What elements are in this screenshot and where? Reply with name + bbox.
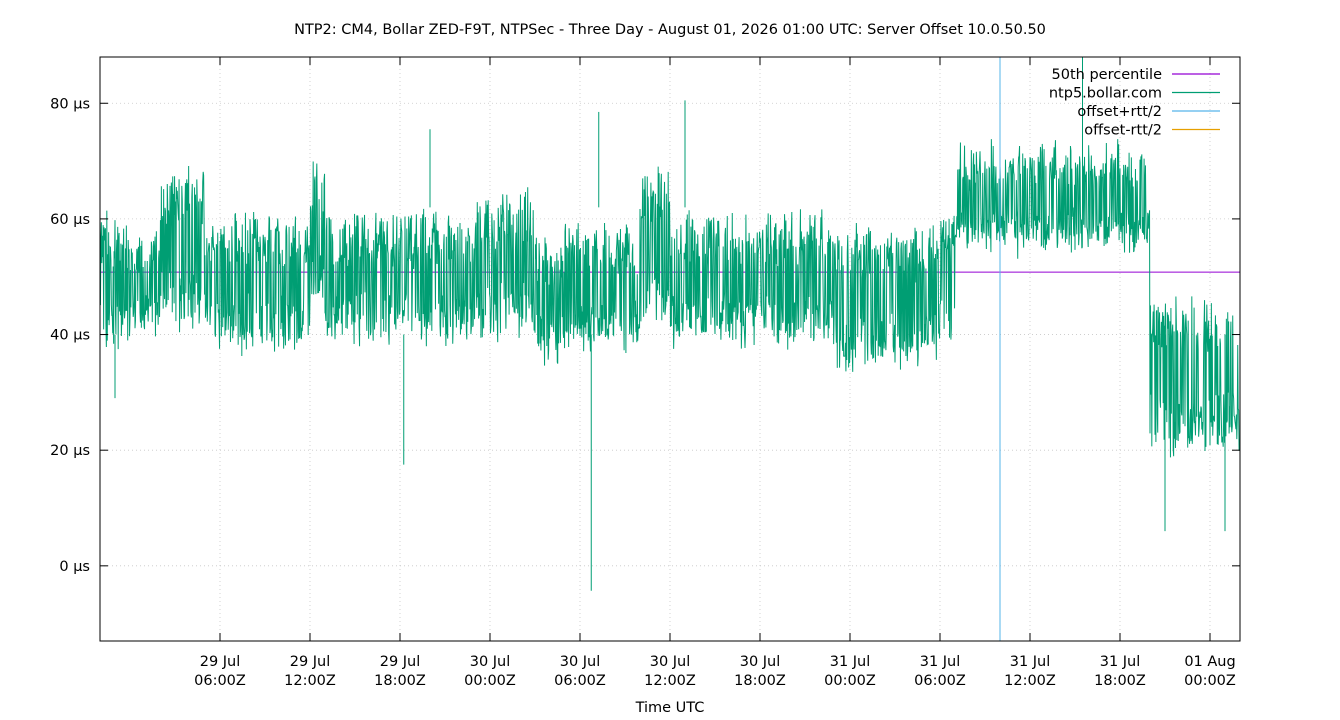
x-tick-label-time: 00:00Z xyxy=(824,673,876,689)
x-tick-label-date: 30 Jul xyxy=(650,654,691,670)
legend: 50th percentile ntp5.bollar.com offset+rtt… xyxy=(1049,67,1220,139)
x-tick-label-date: 31 Jul xyxy=(1100,654,1141,670)
x-tick-label-time: 06:00Z xyxy=(554,673,606,689)
x-tick-label-date: 30 Jul xyxy=(470,654,511,670)
series-ntp5-bollar-com xyxy=(99,139,1241,458)
x-tick-label-time: 06:00Z xyxy=(914,673,966,689)
x-tick-label-date: 30 Jul xyxy=(740,654,781,670)
x-tick-label-date: 31 Jul xyxy=(1010,654,1051,670)
y-tick-label: 20 µs xyxy=(50,443,90,459)
legend-label: offset+rtt/2 xyxy=(1077,104,1162,120)
y-tick-label: 60 µs xyxy=(50,212,90,228)
x-tick-label-date: 30 Jul xyxy=(560,654,601,670)
x-tick-label-time: 00:00Z xyxy=(464,673,516,689)
y-tick-label: 40 µs xyxy=(50,328,90,344)
x-tick-label-time: 12:00Z xyxy=(284,673,336,689)
x-tick-label-time: 18:00Z xyxy=(374,673,426,689)
x-tick-label-time: 12:00Z xyxy=(1004,673,1056,689)
axis-ticks: 0 µs 20 µs 40 µs 60 µs 80 µs 29 Jul 06:00Z 29 J… xyxy=(50,57,1240,689)
x-tick-label-time: 18:00Z xyxy=(1094,673,1146,689)
x-tick-label-time: 06:00Z xyxy=(194,673,246,689)
chart-title: NTP2: CM4, Bollar ZED-F9T, NTPSec - Thre… xyxy=(294,22,1046,38)
x-tick-label-date: 01 Aug xyxy=(1184,654,1235,670)
x-tick-label-date: 31 Jul xyxy=(920,654,961,670)
y-tick-label: 0 µs xyxy=(59,559,90,575)
data-series xyxy=(99,57,1241,641)
x-tick-label-date: 29 Jul xyxy=(290,654,331,670)
legend-label: offset-rtt/2 xyxy=(1084,123,1162,139)
y-tick-label: 80 µs xyxy=(50,96,90,112)
x-tick-label-date: 31 Jul xyxy=(830,654,871,670)
x-tick-label-time: 00:00Z xyxy=(1184,673,1236,689)
legend-label: ntp5.bollar.com xyxy=(1049,86,1162,102)
x-tick-label-time: 18:00Z xyxy=(734,673,786,689)
x-axis-label: Time UTC xyxy=(635,700,705,716)
x-tick-label-date: 29 Jul xyxy=(380,654,421,670)
legend-label: 50th percentile xyxy=(1052,67,1163,83)
x-tick-label-time: 12:00Z xyxy=(644,673,696,689)
x-tick-label-date: 29 Jul xyxy=(200,654,241,670)
